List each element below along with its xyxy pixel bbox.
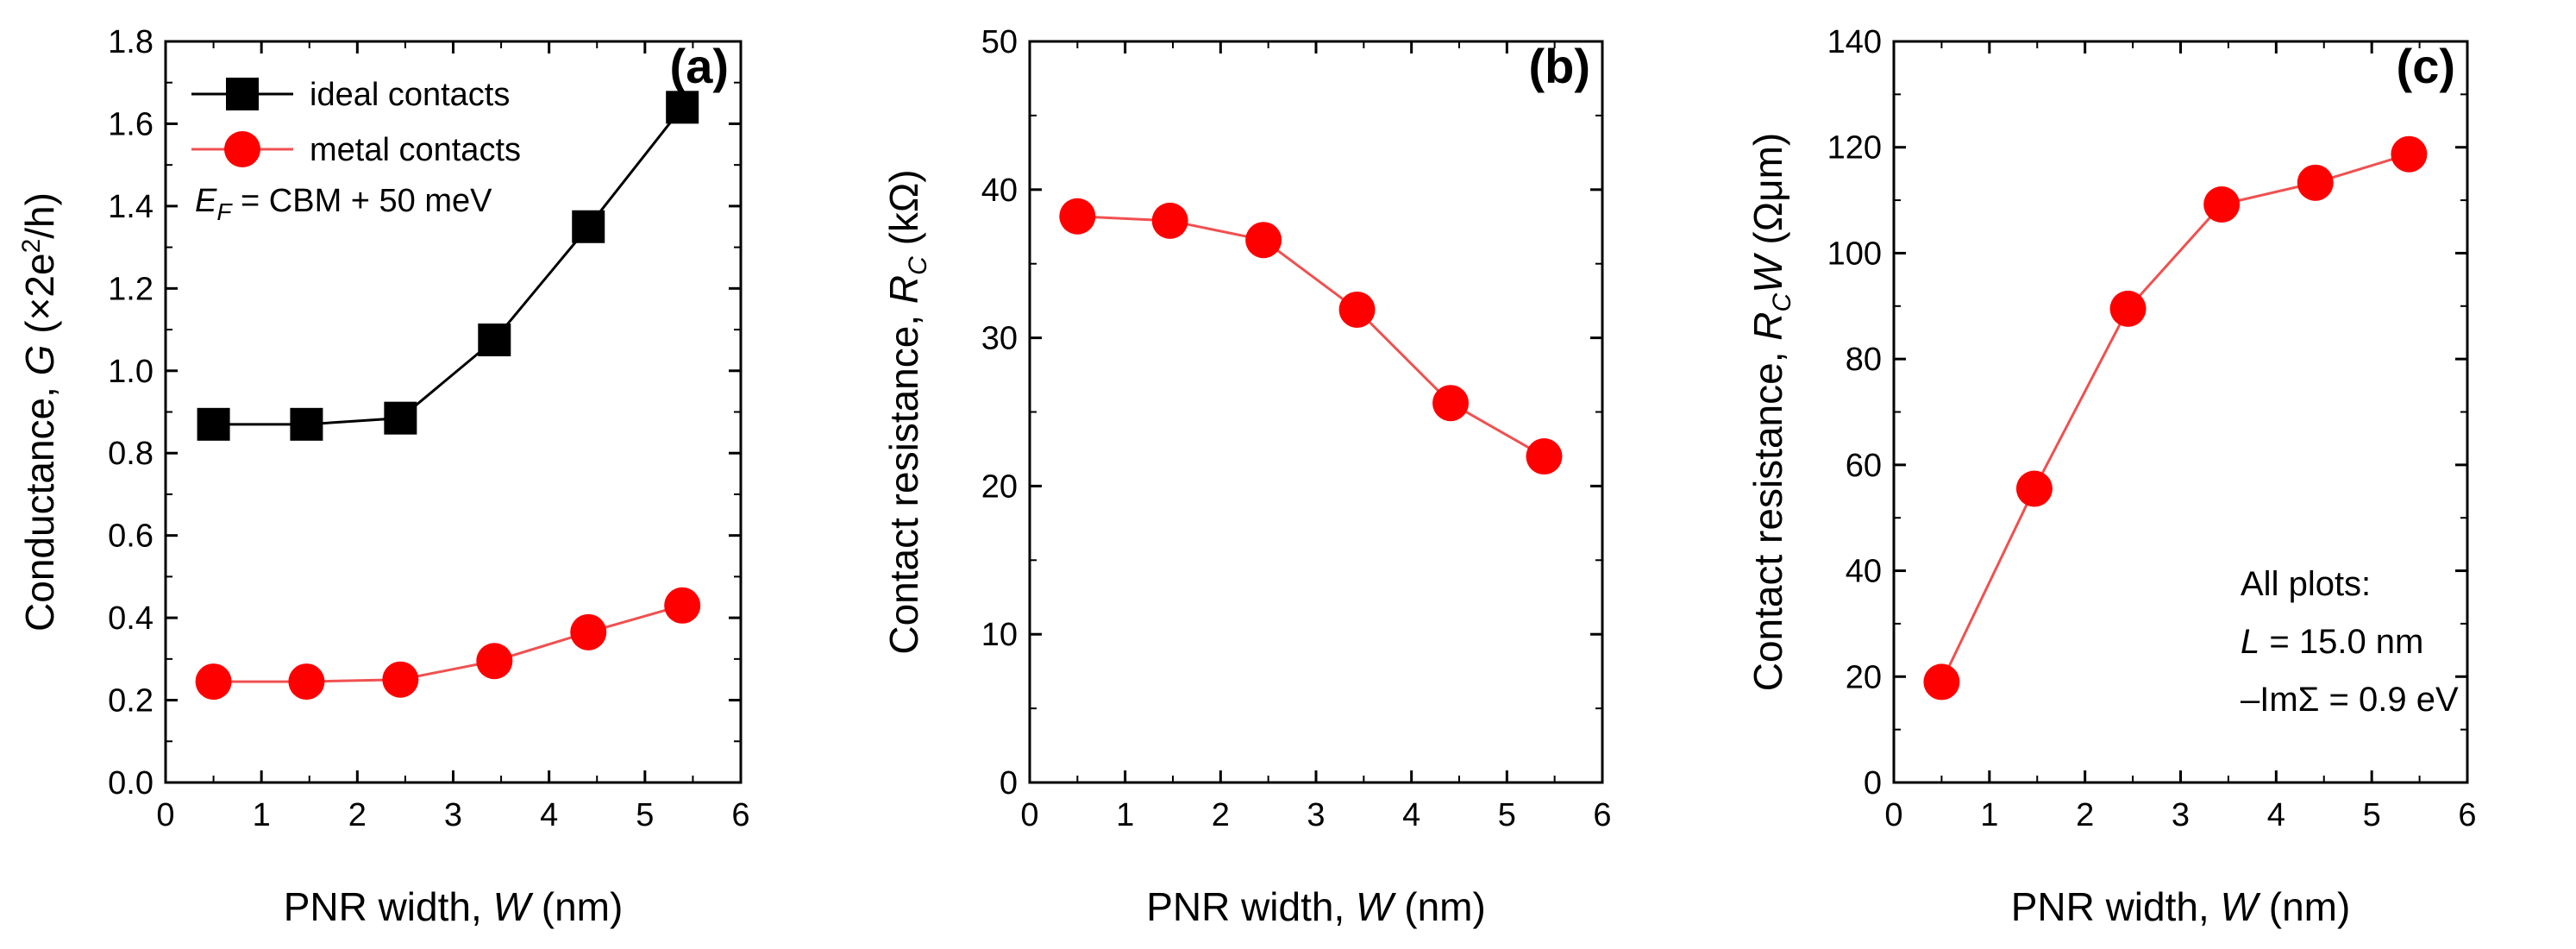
x-tick-label-b: 2 (1212, 797, 1230, 833)
note-line: L = 15.0 nm (2241, 623, 2423, 661)
legend-label: metal contacts (310, 132, 521, 168)
data-point-b-0 (1432, 385, 1470, 422)
data-point-c-0 (2015, 470, 2053, 507)
y-tick-label-a: 1.8 (108, 24, 154, 60)
y-tick-label-c: 140 (1827, 24, 1882, 60)
data-point-a-1 (664, 587, 701, 624)
x-tick-label-c: 4 (2267, 797, 2285, 833)
legend-marker (226, 78, 259, 110)
x-tick-label-b: 5 (1498, 797, 1516, 833)
y-tick-label-c: 100 (1827, 236, 1882, 272)
y-tick-label-c: 120 (1827, 130, 1882, 167)
x-tick-label-a: 4 (540, 797, 558, 833)
legend-marker (224, 131, 260, 167)
data-point-a-0 (666, 91, 699, 124)
data-point-c-0 (2109, 290, 2147, 327)
y-tick-label-c: 60 (1846, 448, 1882, 484)
y-axis-title-b: Contact resistance, RC (kΩ) (881, 169, 932, 654)
panel-label-c: (c) (2397, 39, 2455, 93)
y-tick-label-a: 0.4 (108, 600, 154, 637)
series-line-a-1 (213, 604, 683, 683)
x-tick-label-c: 5 (2363, 797, 2381, 833)
x-tick-label-c: 1 (1980, 797, 1998, 833)
data-point-a-1 (476, 643, 513, 680)
y-tick-label-c: 0 (1864, 765, 1882, 801)
note-line: All plots: (2241, 565, 2371, 603)
y-tick-label-b: 30 (981, 321, 1018, 357)
panel-b: 0 1 2 3 4 5 6 0 10 20 30 40 50 PNR width, W (nm) Conta… (881, 24, 1612, 929)
y-axis-title-c: Contact resistance, RCW (Ωμm) (1746, 133, 1796, 692)
data-point-b-0 (1338, 291, 1376, 328)
x-axis-title-a: PNR width, W (nm) (284, 884, 624, 929)
data-point-a-0 (384, 401, 417, 435)
y-tick-label-c: 40 (1846, 554, 1882, 590)
y-tick-label-b: 10 (981, 617, 1018, 653)
panel-label-a: (a) (670, 39, 729, 93)
y-tick-label-b: 50 (981, 24, 1018, 60)
data-point-a-0 (572, 210, 605, 243)
legend-label: ideal contacts (310, 77, 510, 113)
axes-frame-b (1028, 40, 1604, 784)
data-point-a-0 (478, 323, 511, 356)
y-tick-label-c: 20 (1846, 659, 1882, 695)
y-tick-label-a: 1.6 (108, 106, 154, 142)
y-tick-label-b: 20 (981, 468, 1018, 505)
x-tick-label-b: 6 (1593, 797, 1611, 833)
data-point-b-0 (1059, 198, 1096, 235)
x-axis-title-b: PNR width, W (nm) (1146, 884, 1486, 929)
x-tick-label-a: 1 (253, 797, 271, 833)
data-point-a-1 (195, 663, 232, 701)
data-point-a-0 (197, 407, 230, 441)
x-tick-label-c: 2 (2076, 797, 2094, 833)
x-axis-title-c: PNR width, W (nm) (2011, 884, 2351, 929)
data-point-c-0 (2391, 135, 2428, 173)
fermi-annotation: EF = CBM + 50 meV (195, 183, 492, 225)
y-tick-label-a: 1.0 (108, 354, 154, 390)
series-line-b-0 (1077, 215, 1545, 458)
x-tick-label-c: 3 (2172, 797, 2190, 833)
panel-label-b: (b) (1528, 39, 1590, 93)
y-tick-label-c: 80 (1846, 342, 1882, 378)
panel-a: 0 1 2 3 4 5 6 0.0 0.2 0.4 0.6 0.8 1.0 1.2 1.4 1.6 1.8 PNR… (17, 24, 750, 929)
x-tick-label-b: 0 (1020, 797, 1038, 833)
y-tick-label-b: 0 (1000, 765, 1018, 801)
x-tick-label-b: 4 (1402, 797, 1420, 833)
x-tick-label-c: 6 (2458, 797, 2476, 833)
x-tick-label-c: 0 (1884, 797, 1902, 833)
data-point-c-0 (2203, 185, 2241, 223)
data-point-a-1 (288, 663, 325, 701)
y-tick-label-a: 1.2 (108, 271, 154, 307)
x-tick-label-a: 0 (156, 797, 174, 833)
x-tick-label-a: 5 (636, 797, 654, 833)
x-tick-label-a: 2 (348, 797, 367, 833)
x-tick-label-a: 6 (731, 797, 749, 833)
data-point-b-0 (1526, 438, 1563, 475)
x-tick-label-b: 3 (1307, 797, 1325, 833)
data-point-c-0 (1923, 663, 1960, 701)
data-point-c-0 (2297, 164, 2334, 201)
note-line: –ImΣ = 0.9 eV (2241, 681, 2459, 719)
y-tick-label-b: 40 (981, 173, 1018, 209)
y-axis-title-a: Conductance, G (×2e2/h) (17, 192, 62, 632)
legend: ideal contacts metal contacts (191, 77, 521, 168)
y-tick-label-a: 0.8 (108, 436, 154, 472)
y-tick-label-a: 0.6 (108, 518, 154, 555)
data-point-a-0 (290, 407, 323, 441)
data-point-a-1 (570, 613, 607, 650)
y-tick-label-a: 0.0 (108, 765, 154, 801)
parameters-note: All plots: L = 15.0 nm –ImΣ = 0.9 eV (2241, 565, 2459, 719)
data-point-a-1 (382, 661, 419, 698)
y-tick-label-a: 1.4 (108, 189, 154, 225)
data-point-b-0 (1245, 222, 1282, 259)
x-tick-label-b: 1 (1116, 797, 1134, 833)
x-tick-label-a: 3 (444, 797, 462, 833)
data-point-b-0 (1151, 202, 1188, 239)
axes-frame-c (1892, 40, 2469, 784)
y-tick-label-a: 0.2 (108, 683, 154, 720)
